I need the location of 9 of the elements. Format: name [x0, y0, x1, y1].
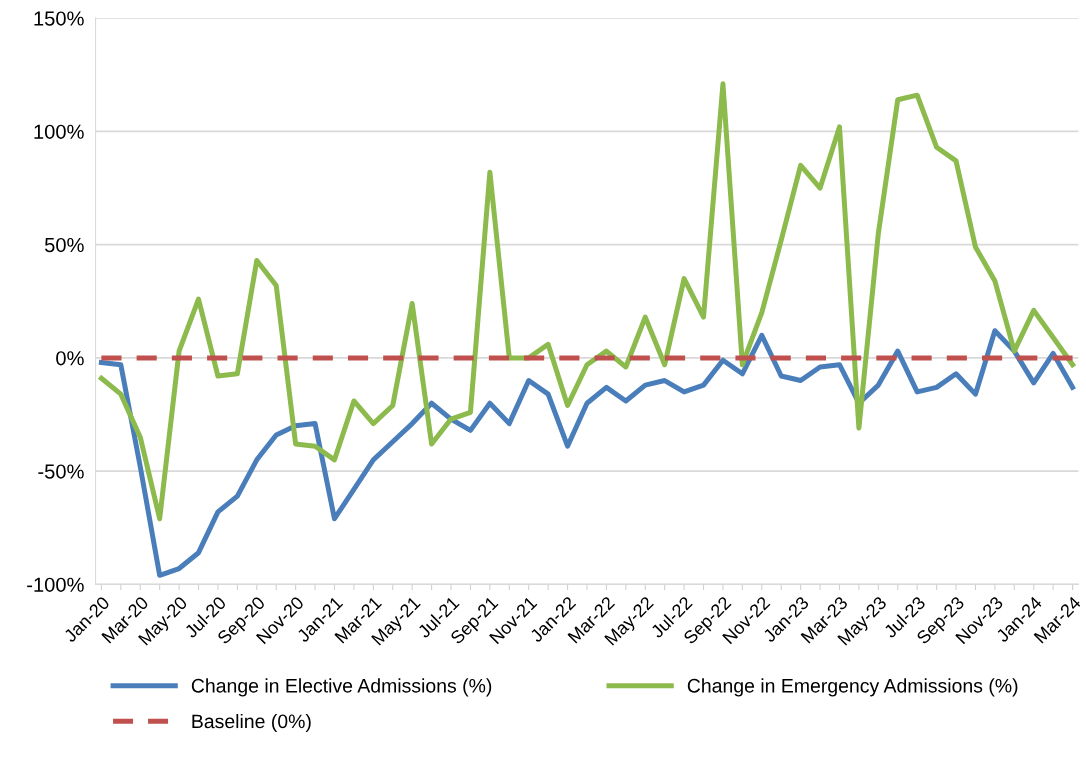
legend-label: Baseline (0%)	[192, 713, 311, 733]
y-tick-label: -100%	[27, 577, 84, 592]
legend-label: Change in Elective Admissions (%)	[191, 678, 492, 697]
y-tick-label: 100%	[34, 124, 84, 139]
y-tick-label: 50%	[44, 237, 84, 253]
y-tick-label: 150%	[34, 11, 84, 26]
legend-label: Change in Emergency Admissions (%)	[687, 678, 1018, 697]
y-tick-label: -50%	[38, 464, 84, 479]
y-tick-label: 0%	[56, 351, 84, 366]
